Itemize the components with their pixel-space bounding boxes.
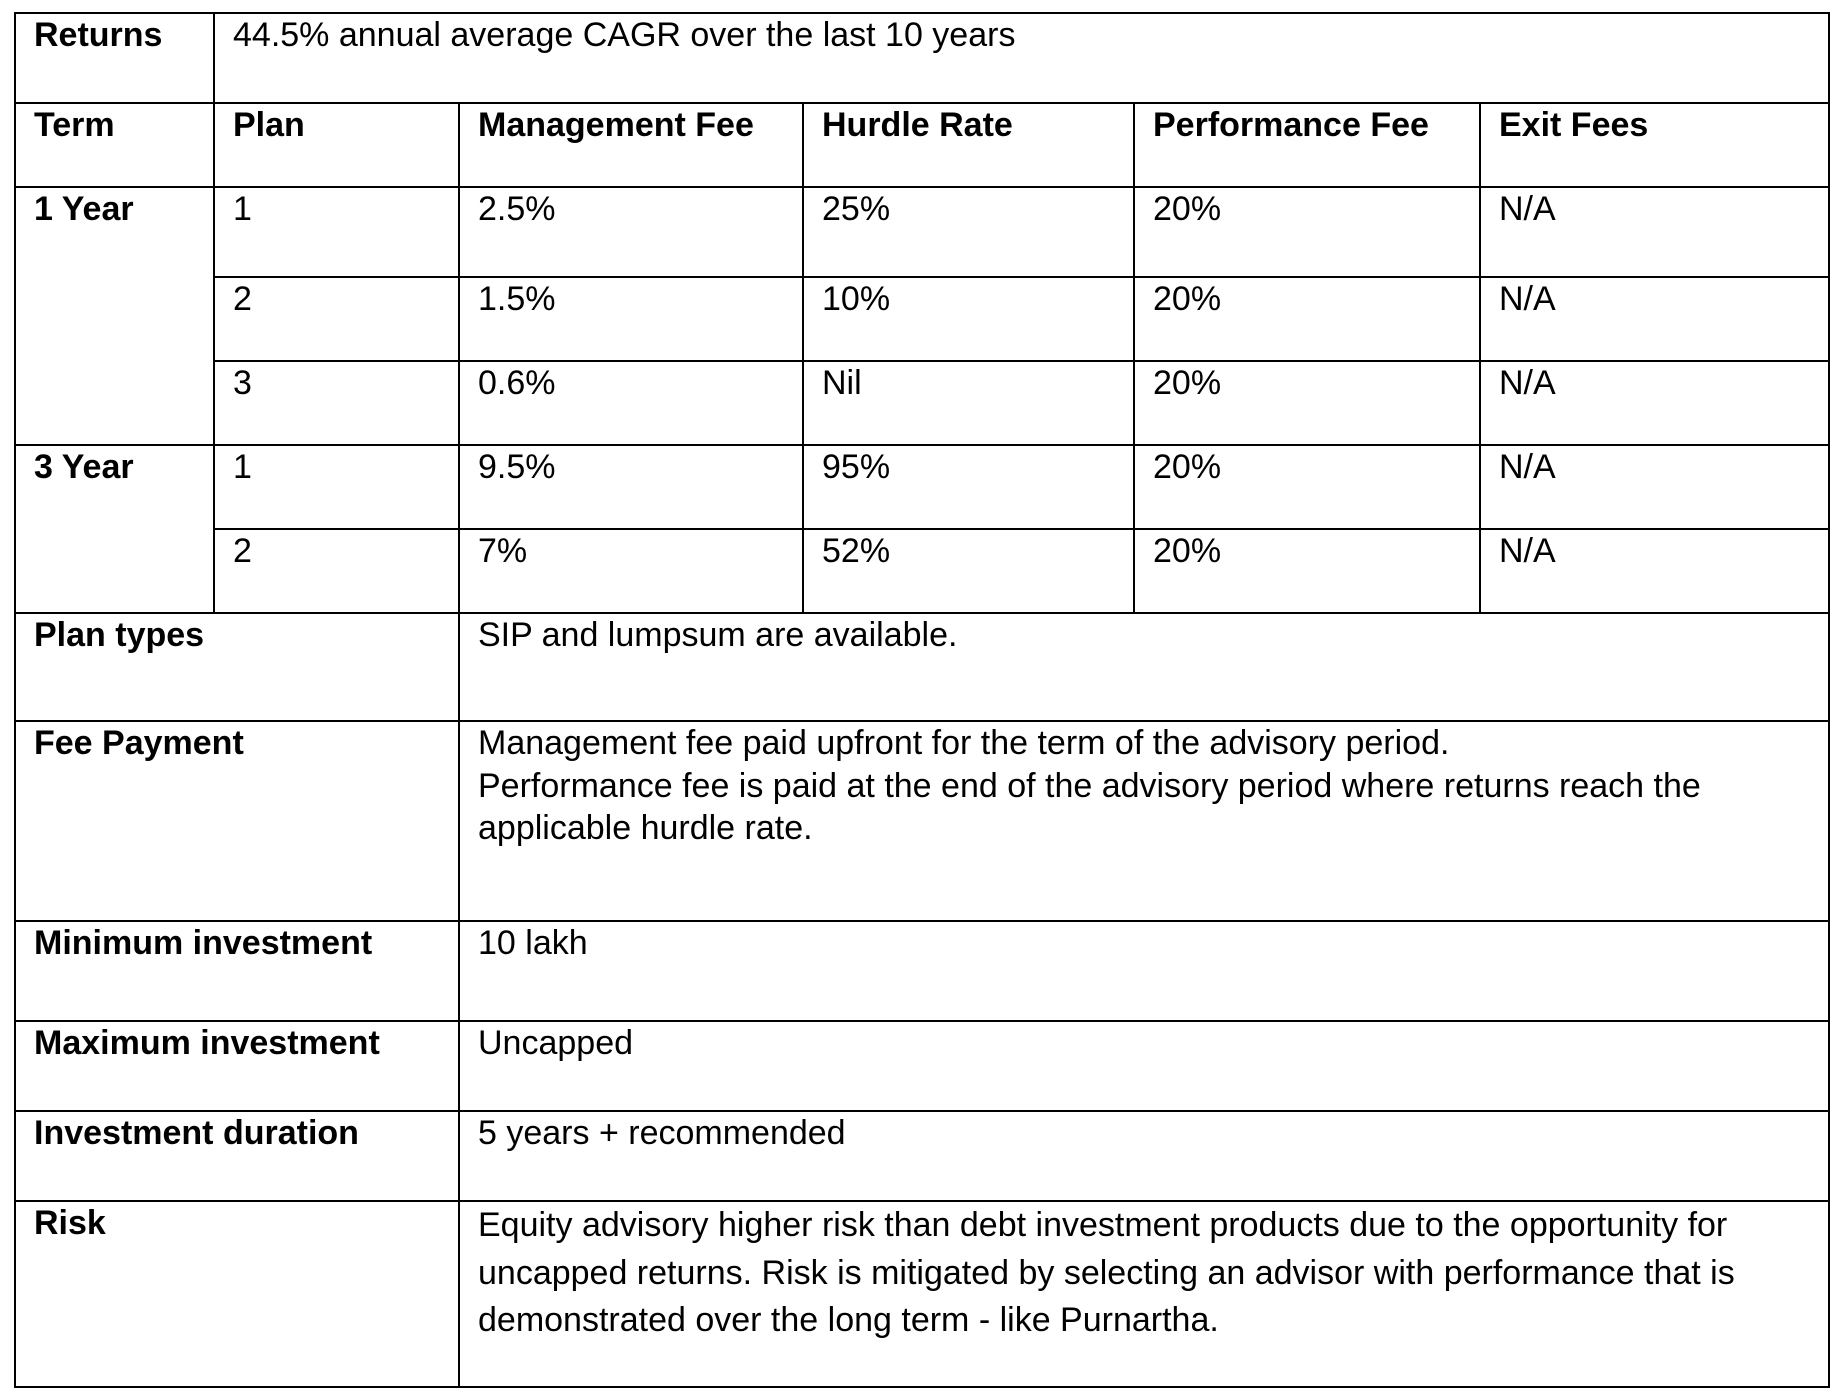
investment-duration-value: 5 years + recommended	[457, 1110, 1831, 1202]
plan-cell: 2	[213, 276, 460, 362]
returns-value: 44.5% annual average CAGR over the last …	[212, 12, 1831, 104]
header-performance-fee: Performance Fee	[1133, 102, 1481, 188]
fee-payment-label: Fee Payment	[14, 720, 460, 922]
maximum-investment-value: Uncapped	[457, 1020, 1831, 1112]
minimum-investment-label: Minimum investment	[14, 920, 460, 1022]
plan-types-value: SIP and lumpsum are available.	[457, 612, 1831, 722]
risk-row: Risk Equity advisory higher risk than de…	[14, 1200, 1831, 1388]
risk-value: Equity advisory higher risk than debt in…	[457, 1200, 1831, 1388]
header-hurdle-rate: Hurdle Rate	[802, 102, 1135, 188]
exit-fees-cell: N/A	[1478, 528, 1831, 614]
management-fee-cell: 0.6%	[458, 360, 804, 446]
risk-label: Risk	[14, 1200, 460, 1388]
management-fee-cell: 7%	[458, 528, 804, 614]
plan-cell: 3	[213, 360, 460, 446]
header-term: Term	[14, 102, 215, 188]
fee-header-row: Term Plan Management Fee Hurdle Rate Per…	[14, 102, 1831, 188]
term-1-year: 1 Year	[14, 186, 215, 446]
table-row: 2 7% 52% 20% N/A	[15, 528, 1831, 614]
performance-fee-cell: 20%	[1133, 360, 1481, 446]
hurdle-rate-cell: 95%	[802, 444, 1135, 530]
plan-types-label: Plan types	[14, 612, 460, 722]
fee-payment-row: Fee Payment Management fee paid upfront …	[14, 720, 1831, 922]
exit-fees-cell: N/A	[1478, 360, 1831, 446]
performance-fee-cell: 20%	[1133, 528, 1481, 614]
exit-fees-cell: N/A	[1478, 186, 1831, 278]
hurdle-rate-cell: 10%	[802, 276, 1135, 362]
management-fee-cell: 9.5%	[458, 444, 804, 530]
plan-cell: 1	[213, 444, 460, 530]
header-exit-fees: Exit Fees	[1478, 102, 1831, 188]
fee-payment-line: Performance fee is paid at the end of th…	[478, 766, 1701, 848]
term-3-year: 3 Year	[14, 444, 215, 614]
table-row: 2 1.5% 10% 20% N/A	[15, 276, 1831, 362]
management-fee-cell: 2.5%	[458, 186, 804, 278]
plan-cell: 2	[213, 528, 460, 614]
investment-duration-label: Investment duration	[14, 1110, 460, 1202]
header-plan: Plan	[213, 102, 460, 188]
header-management-fee: Management Fee	[458, 102, 804, 188]
minimum-investment-row: Minimum investment 10 lakh	[14, 920, 1831, 1022]
returns-row: Returns 44.5% annual average CAGR over t…	[14, 12, 1831, 104]
fee-payment-value: Management fee paid upfront for the term…	[457, 720, 1831, 922]
performance-fee-cell: 20%	[1133, 444, 1481, 530]
fee-payment-line: Management fee paid upfront for the term…	[478, 724, 1450, 762]
performance-fee-cell: 20%	[1133, 186, 1481, 278]
maximum-investment-label: Maximum investment	[14, 1020, 460, 1112]
table-row: 1 Year 1 2.5% 25% 20% N/A	[14, 186, 1831, 446]
performance-fee-cell: 20%	[1133, 276, 1481, 362]
minimum-investment-value: 10 lakh	[457, 920, 1831, 1022]
hurdle-rate-cell: Nil	[802, 360, 1135, 446]
returns-label: Returns	[14, 12, 215, 104]
exit-fees-cell: N/A	[1478, 444, 1831, 530]
plan-types-row: Plan types SIP and lumpsum are available…	[14, 612, 1831, 722]
hurdle-rate-cell: 25%	[802, 186, 1135, 278]
investment-duration-row: Investment duration 5 years + recommende…	[14, 1110, 1831, 1202]
fee-structure-table: Returns 44.5% annual average CAGR over t…	[14, 12, 1831, 1388]
maximum-investment-row: Maximum investment Uncapped	[14, 1020, 1831, 1112]
exit-fees-cell: N/A	[1478, 276, 1831, 362]
plan-cell: 1	[213, 186, 460, 278]
table-row: 3 0.6% Nil 20% N/A	[15, 360, 1831, 446]
management-fee-cell: 1.5%	[458, 276, 804, 362]
table-row: 3 Year 1 9.5% 95% 20% N/A	[14, 444, 1831, 614]
hurdle-rate-cell: 52%	[802, 528, 1135, 614]
